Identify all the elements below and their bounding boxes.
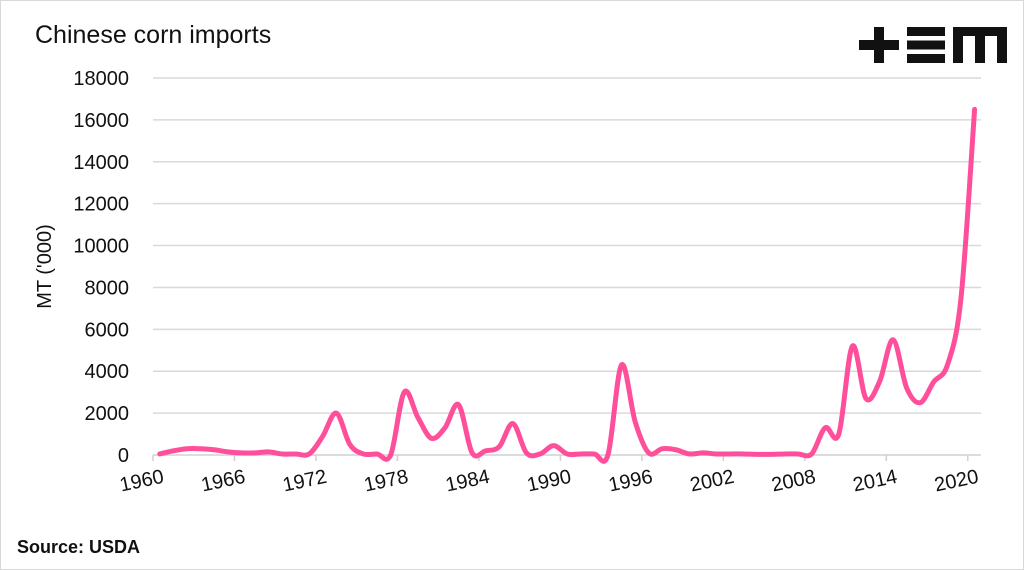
x-tick-label: 1960: [118, 466, 166, 497]
y-axis-label: MT ('000): [34, 224, 56, 309]
y-tick-label: 0: [118, 445, 129, 467]
y-tick-label: 6000: [85, 319, 130, 341]
y-tick-label: 10000: [73, 236, 129, 258]
x-tick-label: 2008: [770, 466, 818, 497]
x-tick-label: 1984: [444, 466, 492, 497]
y-tick-label: 4000: [85, 361, 130, 383]
y-tick-label: 8000: [85, 277, 130, 299]
series-line: [157, 106, 978, 464]
x-tick-label: 1978: [362, 466, 410, 497]
x-tick-label: 1966: [199, 466, 247, 497]
x-tick-label: 2002: [688, 466, 736, 497]
y-tick-label: 2000: [85, 403, 130, 425]
x-tick-label: 1972: [281, 466, 329, 497]
tem-logo: [859, 27, 1007, 63]
y-tick-label: 12000: [73, 194, 129, 216]
y-tick-label: 18000: [73, 68, 129, 90]
source-note: Source: USDA: [17, 537, 141, 557]
chart-plot: 0 2000 4000 6000 8000 10000 12000 14000 16000 180…: [34, 68, 981, 497]
chart-title: Chinese corn imports: [35, 21, 272, 49]
y-tick-label: 16000: [73, 110, 129, 132]
y-tick-label: 14000: [73, 152, 129, 174]
x-tick-label: 1990: [525, 466, 573, 497]
x-tick-label: 2020: [933, 466, 981, 497]
x-tick-label: 2014: [851, 466, 899, 497]
x-tick-label: 1996: [607, 466, 655, 497]
